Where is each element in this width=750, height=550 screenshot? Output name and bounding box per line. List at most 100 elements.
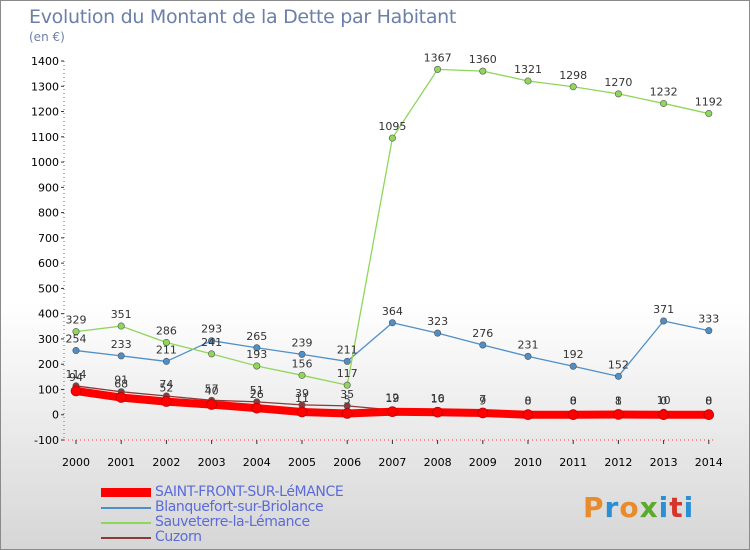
data-label-saint-front-sur-le-mance: 0 bbox=[660, 395, 667, 408]
legend-swatch bbox=[101, 488, 151, 497]
series-line-sauveterre-la-le-mance bbox=[75, 68, 710, 386]
data-label-sauveterre-la-le-mance: 156 bbox=[292, 357, 313, 370]
data-label-saint-front-sur-le-mance: 5 bbox=[344, 393, 351, 406]
y-tick-label: 1100 bbox=[31, 131, 59, 144]
data-label-cuzorn: 57 bbox=[205, 382, 219, 395]
data-point-blanquefort-sur-briolance bbox=[253, 344, 261, 352]
x-tick-label: 2008 bbox=[424, 456, 452, 469]
y-tick-label: 1300 bbox=[31, 80, 59, 93]
data-label-blanquefort-sur-briolance: 239 bbox=[292, 336, 313, 349]
data-point-sauveterre-la-le-mance bbox=[479, 67, 487, 75]
data-label-sauveterre-la-le-mance: 193 bbox=[246, 348, 267, 361]
data-point-blanquefort-sur-briolance bbox=[524, 352, 532, 360]
data-label-sauveterre-la-le-mance: 286 bbox=[156, 324, 177, 337]
x-tick-label: 2011 bbox=[559, 456, 587, 469]
data-point-saint-front-sur-le-mance bbox=[115, 392, 127, 403]
data-label-saint-front-sur-le-mance: 1 bbox=[615, 394, 622, 407]
data-point-blanquefort-sur-briolance bbox=[117, 352, 125, 360]
data-label-saint-front-sur-le-mance: 7 bbox=[479, 393, 486, 406]
data-label-blanquefort-sur-briolance: 364 bbox=[382, 305, 403, 318]
y-tick-label: 0 bbox=[52, 409, 59, 422]
x-tick-label: 2009 bbox=[469, 456, 497, 469]
y-tick-label: 400 bbox=[38, 308, 59, 321]
data-point-saint-front-sur-le-mance bbox=[387, 406, 398, 418]
data-label-cuzorn: 114 bbox=[66, 368, 87, 381]
data-point-saint-front-sur-le-mance bbox=[613, 409, 624, 420]
data-point-sauveterre-la-le-mance bbox=[72, 328, 80, 336]
data-point-sauveterre-la-le-mance bbox=[253, 362, 261, 370]
data-point-sauveterre-la-le-mance bbox=[524, 77, 532, 85]
x-tick-label: 2001 bbox=[107, 456, 135, 469]
data-label-saint-front-sur-le-mance: 0 bbox=[705, 395, 712, 408]
data-point-saint-front-sur-le-mance bbox=[703, 409, 715, 421]
data-point-sauveterre-la-le-mance bbox=[705, 110, 713, 118]
legend-swatch bbox=[101, 507, 151, 509]
data-label-cuzorn: 8 bbox=[705, 395, 712, 408]
data-label-cuzorn: 19 bbox=[385, 392, 399, 405]
data-label-sauveterre-la-le-mance: 1095 bbox=[378, 120, 406, 133]
data-label-sauveterre-la-le-mance: 1360 bbox=[469, 53, 497, 66]
legend-label: Cuzorn bbox=[155, 529, 202, 545]
data-label-cuzorn: 39 bbox=[295, 387, 309, 400]
data-label-sauveterre-la-le-mance: 1192 bbox=[695, 96, 723, 109]
logo-letter: P bbox=[583, 491, 605, 524]
data-label-cuzorn: 74 bbox=[159, 378, 173, 391]
data-label-saint-front-sur-le-mance: 94 bbox=[69, 371, 83, 384]
y-tick-label: 500 bbox=[38, 282, 59, 295]
data-point-blanquefort-sur-briolance bbox=[569, 362, 577, 370]
x-tick-label: 2000 bbox=[62, 456, 90, 469]
data-label-sauveterre-la-le-mance: 1367 bbox=[424, 51, 452, 64]
data-point-sauveterre-la-le-mance bbox=[388, 134, 396, 142]
chart-unit-label: (en €) bbox=[29, 30, 65, 44]
y-tick-label: 700 bbox=[38, 232, 59, 245]
legend-swatch bbox=[101, 537, 151, 539]
legend-label: SAINT-FRONT-SUR-LéMANCE bbox=[155, 484, 344, 500]
data-label-saint-front-sur-le-mance: 12 bbox=[385, 392, 399, 405]
logo-letter: x bbox=[639, 491, 659, 524]
data-point-saint-front-sur-le-mance bbox=[658, 409, 669, 421]
data-point-saint-front-sur-le-mance bbox=[206, 399, 217, 410]
x-tick-label: 2003 bbox=[198, 456, 226, 469]
data-point-saint-front-sur-le-mance bbox=[432, 406, 443, 418]
data-label-cuzorn: 8 bbox=[615, 395, 622, 408]
logo-letter: t bbox=[669, 491, 684, 524]
data-label-blanquefort-sur-briolance: 371 bbox=[653, 303, 674, 316]
x-tick-label: 2004 bbox=[243, 456, 271, 469]
data-label-cuzorn: 8 bbox=[570, 395, 577, 408]
data-point-blanquefort-sur-briolance bbox=[614, 372, 622, 380]
x-tick-label: 2012 bbox=[604, 456, 632, 469]
data-label-saint-front-sur-le-mance: 52 bbox=[159, 382, 173, 395]
data-point-blanquefort-sur-briolance bbox=[162, 357, 170, 365]
data-label-blanquefort-sur-briolance: 265 bbox=[246, 330, 267, 343]
data-label-sauveterre-la-le-mance: 1270 bbox=[604, 76, 632, 89]
x-tick-label: 2007 bbox=[378, 456, 406, 469]
x-tick-label: 2002 bbox=[152, 456, 180, 469]
data-point-blanquefort-sur-briolance bbox=[208, 337, 216, 345]
y-tick-label: 300 bbox=[38, 333, 59, 346]
data-point-blanquefort-sur-briolance bbox=[343, 357, 351, 365]
data-label-saint-front-sur-le-mance: 0 bbox=[570, 395, 577, 408]
data-label-cuzorn: 16 bbox=[431, 393, 445, 406]
data-label-blanquefort-sur-briolance: 323 bbox=[427, 315, 448, 328]
data-label-blanquefort-sur-briolance: 293 bbox=[201, 323, 222, 336]
y-tick-label: 100 bbox=[38, 383, 59, 396]
x-tick-label: 2010 bbox=[514, 456, 542, 469]
data-label-sauveterre-la-le-mance: 1321 bbox=[514, 63, 542, 76]
chart-title: Evolution du Montant de la Dette par Hab… bbox=[29, 6, 457, 28]
data-point-blanquefort-sur-briolance bbox=[705, 327, 713, 335]
data-point-blanquefort-sur-briolance bbox=[298, 350, 306, 358]
data-point-blanquefort-sur-briolance bbox=[388, 319, 396, 327]
data-label-sauveterre-la-le-mance: 117 bbox=[337, 367, 358, 380]
y-tick-label: 600 bbox=[38, 257, 59, 270]
legend-label: Sauveterre-la-Lémance bbox=[155, 514, 310, 530]
data-point-sauveterre-la-le-mance bbox=[117, 322, 125, 330]
data-point-sauveterre-la-le-mance bbox=[660, 99, 668, 107]
data-label-cuzorn: 9 bbox=[479, 394, 486, 407]
data-point-saint-front-sur-le-mance bbox=[161, 396, 172, 407]
data-label-saint-front-sur-le-mance: 0 bbox=[525, 395, 532, 408]
data-point-saint-front-sur-le-mance bbox=[477, 407, 489, 419]
y-tick-label: 800 bbox=[38, 207, 59, 220]
data-label-cuzorn: 8 bbox=[525, 395, 532, 408]
x-tick-label: 2014 bbox=[695, 456, 723, 469]
